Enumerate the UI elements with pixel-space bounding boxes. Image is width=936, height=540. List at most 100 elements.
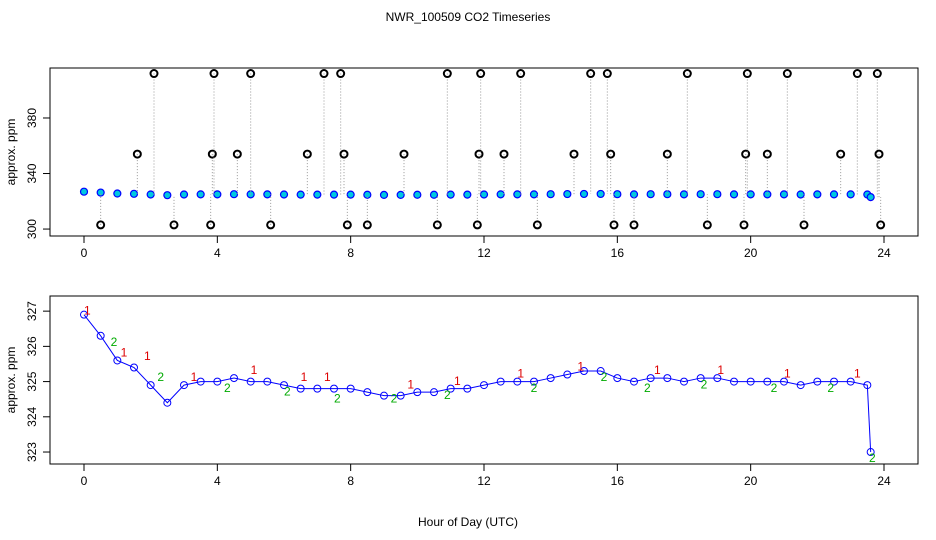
- x-tick-label: 20: [744, 474, 758, 488]
- point: [279, 190, 289, 199]
- point: [813, 190, 822, 199]
- x-tick-label: 8: [347, 474, 354, 488]
- point: [213, 190, 222, 199]
- point-symbol: 1: [251, 363, 258, 377]
- point: [866, 193, 875, 202]
- y-tick-label: 380: [25, 108, 39, 128]
- point-symbol: 2: [531, 381, 538, 395]
- point-symbol: 1: [517, 367, 524, 381]
- x-tick-label: 20: [744, 246, 758, 260]
- point: [429, 190, 439, 199]
- point: [696, 190, 705, 199]
- point: [602, 69, 612, 79]
- point: [399, 149, 409, 159]
- chart-title: NWR_100509 CO2 Timeseries: [386, 10, 551, 24]
- point: [846, 377, 855, 386]
- point: [730, 377, 738, 386]
- x-tick-label: 4: [214, 246, 221, 260]
- point: [432, 220, 442, 230]
- point: [630, 377, 638, 386]
- x-tick-label: 16: [611, 474, 625, 488]
- point: [263, 377, 272, 386]
- point: [874, 149, 884, 159]
- point: [830, 377, 838, 386]
- point: [606, 149, 616, 159]
- point-symbol: 2: [224, 381, 231, 395]
- point: [302, 149, 312, 159]
- point: [129, 189, 139, 198]
- point: [480, 381, 488, 390]
- point: [463, 384, 472, 393]
- x-tick-label: 0: [81, 246, 88, 260]
- point: [230, 374, 238, 383]
- x-tick-label: 16: [611, 246, 625, 260]
- point: [113, 189, 122, 198]
- point: [169, 220, 179, 230]
- point: [513, 190, 522, 199]
- point-symbol: 1: [84, 303, 91, 317]
- point-symbol: 2: [827, 381, 834, 395]
- point: [263, 190, 272, 199]
- point: [232, 149, 242, 159]
- point: [680, 377, 688, 386]
- point: [546, 190, 555, 199]
- point: [339, 149, 349, 159]
- point-symbol: 1: [144, 349, 151, 363]
- point: [96, 331, 105, 340]
- point-symbol: 2: [701, 377, 708, 391]
- point: [799, 220, 809, 230]
- point: [513, 377, 522, 386]
- point: [342, 220, 352, 230]
- point: [813, 377, 822, 386]
- point: [613, 374, 622, 383]
- point: [796, 381, 805, 390]
- point: [296, 384, 305, 393]
- y-axis-label: approx. ppm: [4, 119, 18, 186]
- point: [196, 190, 205, 199]
- point: [113, 356, 122, 365]
- point: [613, 190, 622, 199]
- point: [646, 374, 655, 383]
- point: [246, 69, 256, 79]
- y-tick-label: 323: [25, 442, 39, 462]
- point: [499, 149, 509, 159]
- point: [479, 190, 489, 199]
- x-tick-label: 24: [877, 474, 891, 488]
- point: [446, 190, 455, 199]
- y-tick-label: 340: [25, 163, 39, 183]
- x-tick-label: 0: [81, 474, 88, 488]
- point: [130, 363, 138, 372]
- point: [329, 190, 339, 199]
- point: [741, 149, 751, 159]
- point: [346, 190, 355, 199]
- point: [646, 190, 655, 199]
- point: [209, 69, 219, 79]
- point: [80, 310, 88, 319]
- x-tick-label: 12: [477, 474, 491, 488]
- point: [872, 69, 882, 79]
- point: [863, 381, 872, 390]
- point-symbol: 2: [284, 384, 291, 398]
- x-tick-label: 4: [214, 474, 221, 488]
- point-symbol: 1: [654, 363, 661, 377]
- point: [330, 384, 338, 393]
- point: [146, 381, 155, 390]
- point: [679, 190, 689, 199]
- point: [163, 191, 172, 200]
- point: [596, 367, 605, 376]
- point: [796, 190, 805, 199]
- point-symbol: 2: [771, 381, 778, 395]
- point: [713, 374, 722, 383]
- point: [530, 377, 538, 386]
- point: [829, 190, 839, 199]
- point: [280, 381, 288, 390]
- point-symbol: 1: [324, 370, 331, 384]
- point: [132, 149, 142, 159]
- point: [563, 370, 572, 379]
- point: [779, 190, 789, 199]
- point-symbol: 1: [407, 377, 414, 391]
- point-symbol: 1: [191, 370, 198, 384]
- point-symbol: 1: [121, 346, 128, 360]
- point: [529, 190, 539, 199]
